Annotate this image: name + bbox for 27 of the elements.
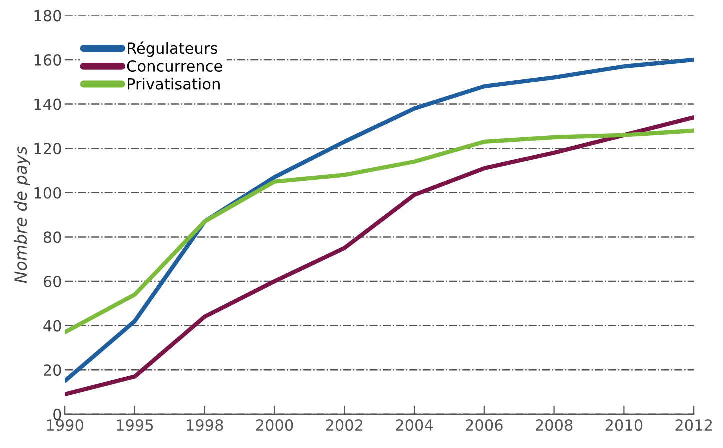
x-tick-label: 2010 [606,420,643,432]
y-tick-label: 20 [44,364,62,376]
y-tick-label: 0 [54,408,62,420]
legend-label: Concurrence [127,60,222,72]
y-tick-label: 160 [34,54,62,66]
x-tick-label: 2002 [326,420,363,432]
x-tick-label: 1990 [47,420,84,432]
x-tick-label: 2006 [466,420,503,432]
y-tick-label: 80 [44,232,62,244]
x-tick-label: 2000 [256,420,294,432]
x-tick-label: 2012 [676,420,712,432]
y-axis-title: Nombre de pays [14,146,30,284]
y-tick-label: 40 [44,320,62,332]
line-series [65,115,694,397]
y-tick-label: 180 [34,10,62,22]
y-tick-label: 100 [34,187,62,199]
y-tick-label: 60 [44,276,62,288]
line-series [65,58,694,384]
x-tick-label: 1995 [117,420,154,432]
x-tick-label: 1998 [187,420,224,432]
x-tick-label: 2008 [536,420,573,432]
line-series [65,128,694,335]
legend-label: Régulateurs [128,42,218,58]
y-tick-label: 120 [34,143,62,155]
y-tick-label: 140 [34,98,62,110]
legend-label: Privatisation [128,78,220,90]
x-tick-label: 2004 [396,420,434,432]
